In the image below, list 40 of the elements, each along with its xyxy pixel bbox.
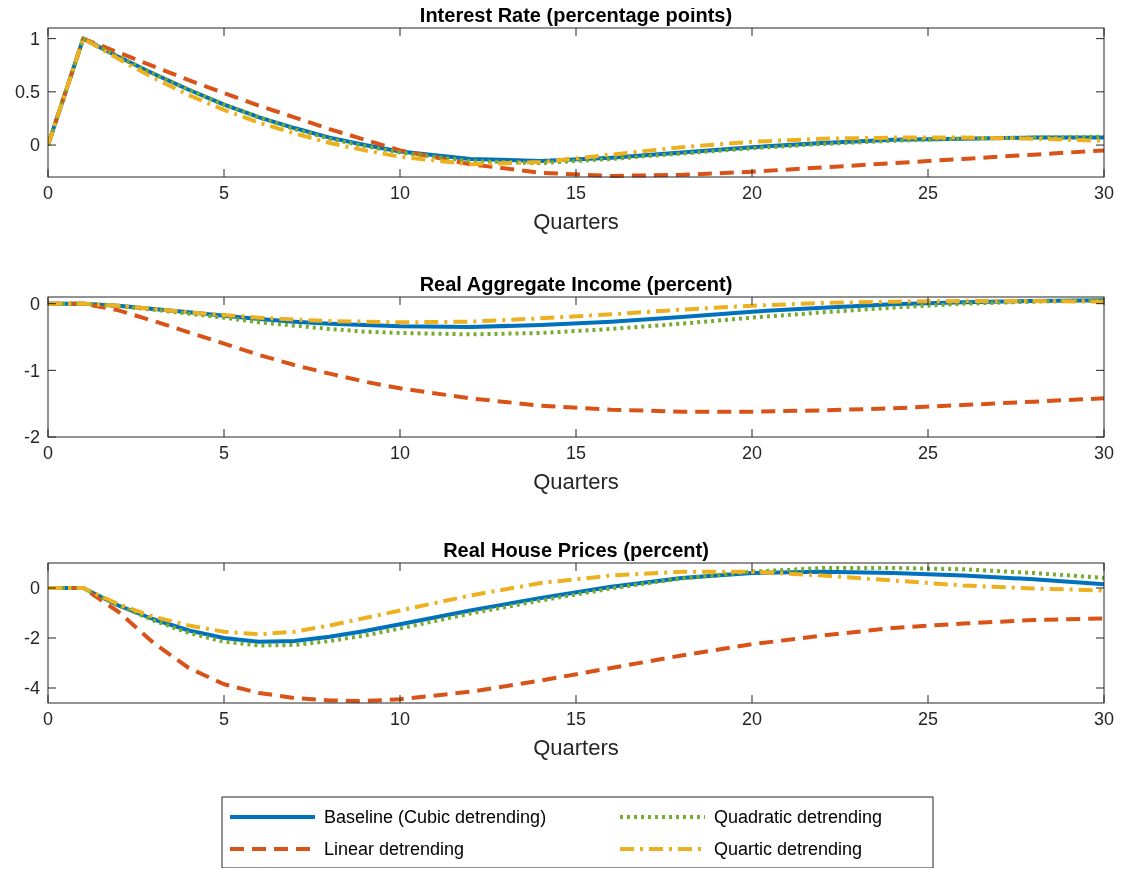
- y-tick-label: 0.5: [14, 82, 40, 103]
- x-tick-label: 15: [565, 709, 587, 729]
- x-tick-label: 25: [917, 709, 939, 729]
- x-axis-title: Quarters: [533, 209, 619, 234]
- x-axis-title: Quarters: [533, 469, 619, 494]
- x-tick-label: 0: [42, 709, 54, 729]
- x-tick-label: 25: [917, 443, 939, 463]
- y-tick-label: -4: [23, 678, 40, 699]
- x-tick-label: 10: [389, 443, 411, 463]
- x-tick-label: 30: [1093, 183, 1115, 203]
- chart-title: Interest Rate (percentage points): [419, 4, 733, 26]
- y-tick-label: -2: [23, 427, 40, 448]
- y-tick-label: 1: [29, 28, 40, 49]
- y-tick-label: -1: [23, 360, 40, 381]
- x-tick-label: 25: [917, 183, 939, 203]
- x-tick-label: 30: [1093, 443, 1115, 463]
- chart-title: Real Aggregate Income (percent): [419, 273, 733, 295]
- x-tick-label: 20: [741, 443, 763, 463]
- chart-title: Real House Prices (percent): [443, 539, 709, 561]
- x-tick-label: 0: [42, 183, 54, 203]
- x-tick-label: 5: [218, 443, 230, 463]
- x-tick-label: 10: [389, 709, 411, 729]
- legend-label: Baseline (Cubic detrending): [324, 807, 547, 828]
- x-tick-label: 20: [741, 183, 763, 203]
- legend-label: Quadratic detrending: [714, 807, 883, 828]
- x-tick-label: 5: [218, 709, 230, 729]
- x-tick-label: 0: [42, 443, 54, 463]
- x-axis-title: Quarters: [533, 735, 619, 760]
- y-tick-label: 0: [29, 293, 40, 314]
- x-tick-label: 30: [1093, 709, 1115, 729]
- legend-label: Linear detrending: [324, 839, 465, 860]
- x-tick-label: 15: [565, 183, 587, 203]
- x-tick-label: 10: [389, 183, 411, 203]
- x-tick-label: 20: [741, 709, 763, 729]
- x-tick-label: 5: [218, 183, 230, 203]
- y-tick-label: 0: [29, 135, 40, 156]
- legend-label: Quartic detrending: [714, 839, 863, 860]
- x-tick-label: 15: [565, 443, 587, 463]
- y-tick-label: 0: [29, 578, 40, 599]
- y-tick-label: -2: [23, 628, 40, 649]
